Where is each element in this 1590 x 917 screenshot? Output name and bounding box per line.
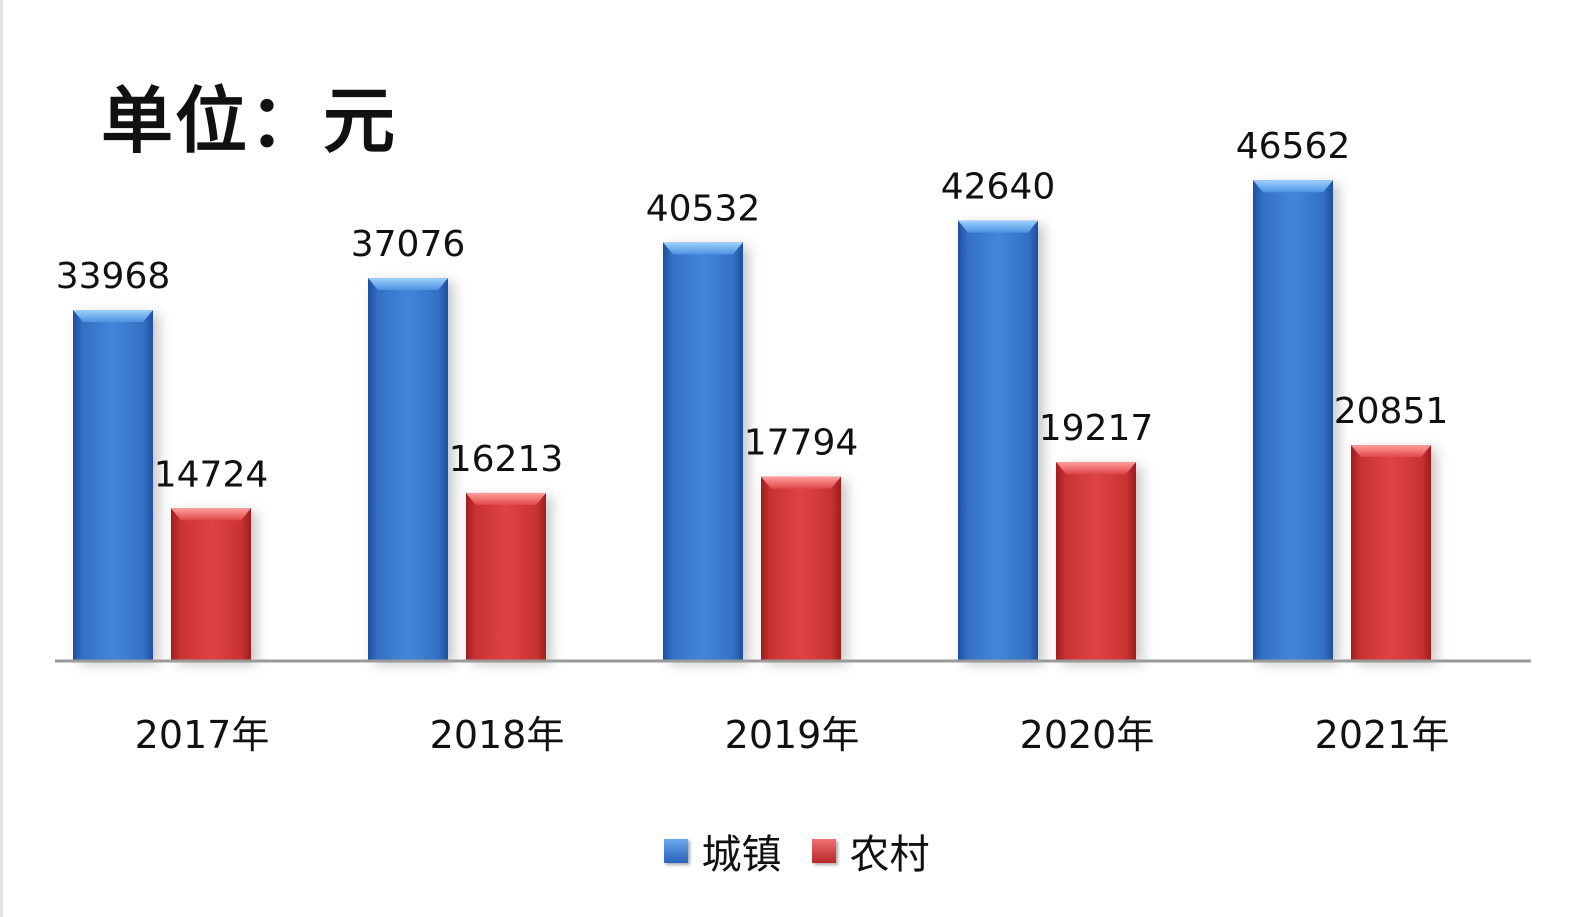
- data-label-rural-3: 19217: [1039, 408, 1154, 449]
- bar-urban-1: [368, 277, 448, 660]
- bar-rural-4: [1351, 445, 1431, 660]
- bar-bevel: [368, 277, 448, 290]
- bar-rural-0: [171, 508, 251, 660]
- data-label-urban-1: 37076: [351, 224, 466, 265]
- data-label-urban-4: 46562: [1236, 126, 1351, 167]
- bar-rural-2: [761, 476, 841, 660]
- bar-bevel: [761, 476, 841, 489]
- bar-urban-0: [73, 310, 153, 660]
- data-label-urban-0: 33968: [56, 256, 171, 297]
- bar-body: [368, 277, 448, 660]
- x-tick-label-2: 2019年: [725, 713, 860, 757]
- bar-body: [1351, 445, 1431, 660]
- bar-body: [958, 220, 1038, 660]
- bar-body: [171, 508, 251, 660]
- bar-rural-3: [1056, 461, 1136, 660]
- bar-urban-4: [1253, 180, 1333, 660]
- bar-bevel: [1253, 180, 1333, 193]
- bar-bevel: [958, 220, 1038, 233]
- data-label-rural-4: 20851: [1334, 391, 1449, 432]
- bar-chart: 33968 14724 37076 16213 40532 17794 42640 19217…: [55, 126, 1531, 757]
- data-label-rural-1: 16213: [449, 439, 564, 480]
- labels-layer: 33968 14724 37076 16213 40532 17794 42640 19217…: [56, 126, 1449, 495]
- bar-urban-3: [958, 220, 1038, 660]
- legend: 城镇 农村: [3, 822, 1590, 880]
- bar-bevel: [1056, 461, 1136, 474]
- bar-bevel: [663, 242, 743, 255]
- legend-item-urban: 城镇: [663, 822, 782, 880]
- legend-swatch-urban: [663, 839, 688, 863]
- data-label-urban-2: 40532: [646, 188, 761, 229]
- bar-rural-1: [466, 492, 546, 660]
- x-tick-label-1: 2018年: [430, 713, 565, 757]
- bar-body: [1253, 180, 1333, 660]
- data-label-rural-2: 17794: [744, 423, 859, 464]
- bar-body: [663, 242, 743, 660]
- x-tick-label-4: 2021年: [1315, 713, 1450, 757]
- bar-bevel: [73, 310, 153, 322]
- data-label-urban-3: 42640: [941, 167, 1056, 208]
- bar-bevel: [466, 492, 546, 505]
- bar-urban-2: [663, 242, 743, 660]
- x-tick-label-0: 2017年: [135, 713, 270, 757]
- bar-body: [1056, 461, 1136, 660]
- category-labels: 2017年 2018年 2019年 2020年 2021年: [135, 713, 1450, 757]
- legend-item-rural: 农村: [811, 822, 930, 880]
- bar-body: [466, 492, 546, 660]
- bar-body: [73, 310, 153, 660]
- bar-bevel: [1351, 445, 1431, 458]
- chart-title: 单位：元: [101, 78, 398, 163]
- bars-layer: [73, 180, 1431, 660]
- bar-bevel: [171, 508, 251, 521]
- data-label-rural-0: 14724: [154, 454, 269, 495]
- x-tick-label-3: 2020年: [1020, 713, 1155, 757]
- legend-label-urban: 城镇: [701, 832, 782, 878]
- legend-label-rural: 农村: [849, 832, 930, 878]
- bar-body: [761, 476, 841, 660]
- legend-swatch-rural: [811, 839, 836, 863]
